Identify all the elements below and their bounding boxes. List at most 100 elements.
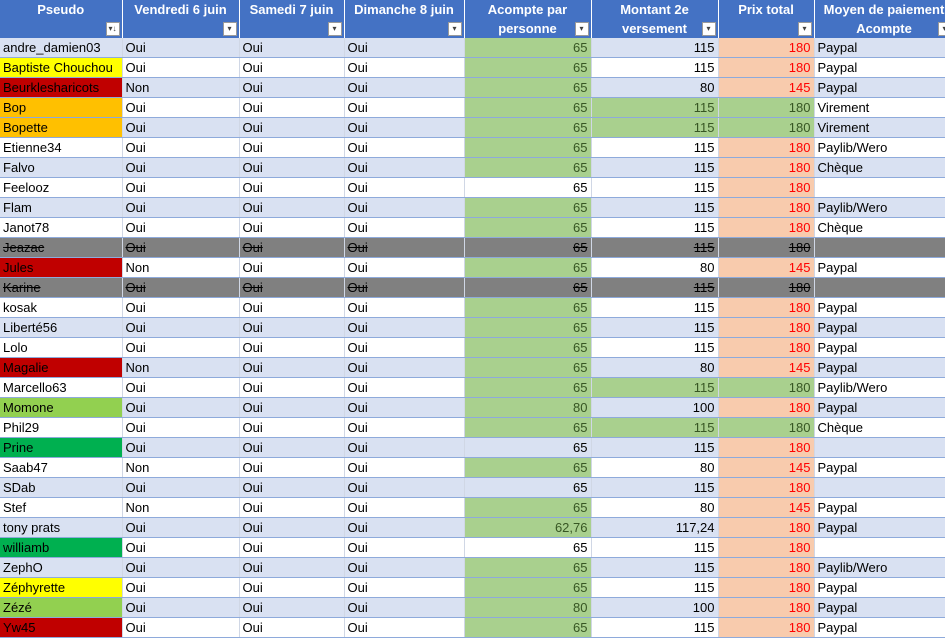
- cell-dimanche[interactable]: Oui: [344, 197, 465, 218]
- cell-pseudo[interactable]: williamb: [0, 537, 123, 558]
- cell-montant[interactable]: 115: [591, 157, 719, 178]
- cell-paiement[interactable]: Virement: [814, 97, 945, 118]
- cell-montant[interactable]: 115: [591, 217, 719, 238]
- cell-paiement[interactable]: Paypal: [814, 517, 945, 538]
- cell-samedi[interactable]: Oui: [239, 117, 345, 138]
- cell-vendredi[interactable]: Oui: [122, 617, 240, 638]
- cell-acompte[interactable]: 65: [464, 417, 592, 438]
- cell-prix-total[interactable]: 180: [718, 377, 815, 398]
- cell-dimanche[interactable]: Oui: [344, 617, 465, 638]
- cell-pseudo[interactable]: Stef: [0, 497, 123, 518]
- cell-samedi[interactable]: Oui: [239, 477, 345, 498]
- dropdown-filter-icon[interactable]: ▾: [701, 22, 716, 36]
- cell-prix-total[interactable]: 180: [718, 337, 815, 358]
- cell-vendredi[interactable]: Non: [122, 357, 240, 378]
- cell-prix-total[interactable]: 145: [718, 257, 815, 278]
- cell-pseudo[interactable]: Lolo: [0, 337, 123, 358]
- cell-paiement[interactable]: Paylib/Wero: [814, 557, 945, 578]
- cell-pseudo[interactable]: ZephO: [0, 557, 123, 578]
- cell-paiement[interactable]: [814, 537, 945, 558]
- cell-samedi[interactable]: Oui: [239, 257, 345, 278]
- cell-dimanche[interactable]: Oui: [344, 457, 465, 478]
- cell-acompte[interactable]: 80: [464, 597, 592, 618]
- cell-paiement[interactable]: Chèque: [814, 417, 945, 438]
- cell-acompte[interactable]: 65: [464, 217, 592, 238]
- cell-acompte[interactable]: 65: [464, 357, 592, 378]
- cell-vendredi[interactable]: Non: [122, 457, 240, 478]
- cell-prix-total[interactable]: 145: [718, 457, 815, 478]
- cell-paiement[interactable]: [814, 437, 945, 458]
- cell-samedi[interactable]: Oui: [239, 177, 345, 198]
- cell-montant[interactable]: 115: [591, 417, 719, 438]
- cell-prix-total[interactable]: 180: [718, 38, 815, 58]
- dropdown-filter-icon[interactable]: ▾: [327, 22, 342, 36]
- cell-pseudo[interactable]: Karine: [0, 277, 123, 298]
- cell-dimanche[interactable]: Oui: [344, 437, 465, 458]
- cell-samedi[interactable]: Oui: [239, 557, 345, 578]
- cell-montant[interactable]: 115: [591, 437, 719, 458]
- cell-vendredi[interactable]: Oui: [122, 557, 240, 578]
- cell-prix-total[interactable]: 180: [718, 157, 815, 178]
- cell-montant[interactable]: 115: [591, 197, 719, 218]
- cell-dimanche[interactable]: Oui: [344, 257, 465, 278]
- cell-dimanche[interactable]: Oui: [344, 477, 465, 498]
- cell-prix-total[interactable]: 180: [718, 97, 815, 118]
- cell-pseudo[interactable]: Bopette: [0, 117, 123, 138]
- cell-montant[interactable]: 115: [591, 237, 719, 258]
- cell-samedi[interactable]: Oui: [239, 517, 345, 538]
- cell-dimanche[interactable]: Oui: [344, 177, 465, 198]
- cell-samedi[interactable]: Oui: [239, 357, 345, 378]
- cell-dimanche[interactable]: Oui: [344, 517, 465, 538]
- cell-acompte[interactable]: 65: [464, 377, 592, 398]
- cell-vendredi[interactable]: Oui: [122, 197, 240, 218]
- cell-prix-total[interactable]: 180: [718, 477, 815, 498]
- cell-pseudo[interactable]: Magalie: [0, 357, 123, 378]
- cell-samedi[interactable]: Oui: [239, 297, 345, 318]
- cell-vendredi[interactable]: Oui: [122, 117, 240, 138]
- cell-acompte[interactable]: 65: [464, 157, 592, 178]
- cell-acompte[interactable]: 65: [464, 477, 592, 498]
- cell-paiement[interactable]: Paypal: [814, 297, 945, 318]
- cell-paiement[interactable]: [814, 477, 945, 498]
- cell-acompte[interactable]: 65: [464, 617, 592, 638]
- cell-samedi[interactable]: Oui: [239, 537, 345, 558]
- cell-vendredi[interactable]: Oui: [122, 377, 240, 398]
- cell-vendredi[interactable]: Oui: [122, 177, 240, 198]
- cell-vendredi[interactable]: Oui: [122, 97, 240, 118]
- cell-pseudo[interactable]: Feelooz: [0, 177, 123, 198]
- cell-dimanche[interactable]: Oui: [344, 38, 465, 58]
- cell-acompte[interactable]: 65: [464, 337, 592, 358]
- cell-samedi[interactable]: Oui: [239, 457, 345, 478]
- cell-acompte[interactable]: 65: [464, 457, 592, 478]
- cell-prix-total[interactable]: 180: [718, 517, 815, 538]
- cell-samedi[interactable]: Oui: [239, 497, 345, 518]
- cell-pseudo[interactable]: kosak: [0, 297, 123, 318]
- cell-montant[interactable]: 115: [591, 537, 719, 558]
- cell-paiement[interactable]: Paypal: [814, 257, 945, 278]
- header-moyen-paiement[interactable]: Moyen de paiement Acompte ▾: [814, 0, 945, 38]
- cell-montant[interactable]: 115: [591, 38, 719, 58]
- cell-paiement[interactable]: Paylib/Wero: [814, 137, 945, 158]
- cell-pseudo[interactable]: Falvo: [0, 157, 123, 178]
- cell-pseudo[interactable]: Zéphyrette: [0, 577, 123, 598]
- cell-pseudo[interactable]: Baptiste Chouchou: [0, 57, 123, 78]
- cell-pseudo[interactable]: Jeazac: [0, 237, 123, 258]
- cell-paiement[interactable]: Chèque: [814, 157, 945, 178]
- cell-paiement[interactable]: Paypal: [814, 597, 945, 618]
- cell-vendredi[interactable]: Oui: [122, 38, 240, 58]
- cell-montant[interactable]: 115: [591, 317, 719, 338]
- cell-vendredi[interactable]: Oui: [122, 397, 240, 418]
- cell-vendredi[interactable]: Oui: [122, 537, 240, 558]
- cell-samedi[interactable]: Oui: [239, 577, 345, 598]
- cell-samedi[interactable]: Oui: [239, 597, 345, 618]
- cell-samedi[interactable]: Oui: [239, 57, 345, 78]
- cell-montant[interactable]: 115: [591, 277, 719, 298]
- cell-paiement[interactable]: Paypal: [814, 317, 945, 338]
- cell-dimanche[interactable]: Oui: [344, 217, 465, 238]
- cell-samedi[interactable]: Oui: [239, 617, 345, 638]
- cell-paiement[interactable]: [814, 237, 945, 258]
- cell-samedi[interactable]: Oui: [239, 137, 345, 158]
- cell-samedi[interactable]: Oui: [239, 38, 345, 58]
- cell-dimanche[interactable]: Oui: [344, 157, 465, 178]
- dropdown-filter-icon[interactable]: ▾: [447, 22, 462, 36]
